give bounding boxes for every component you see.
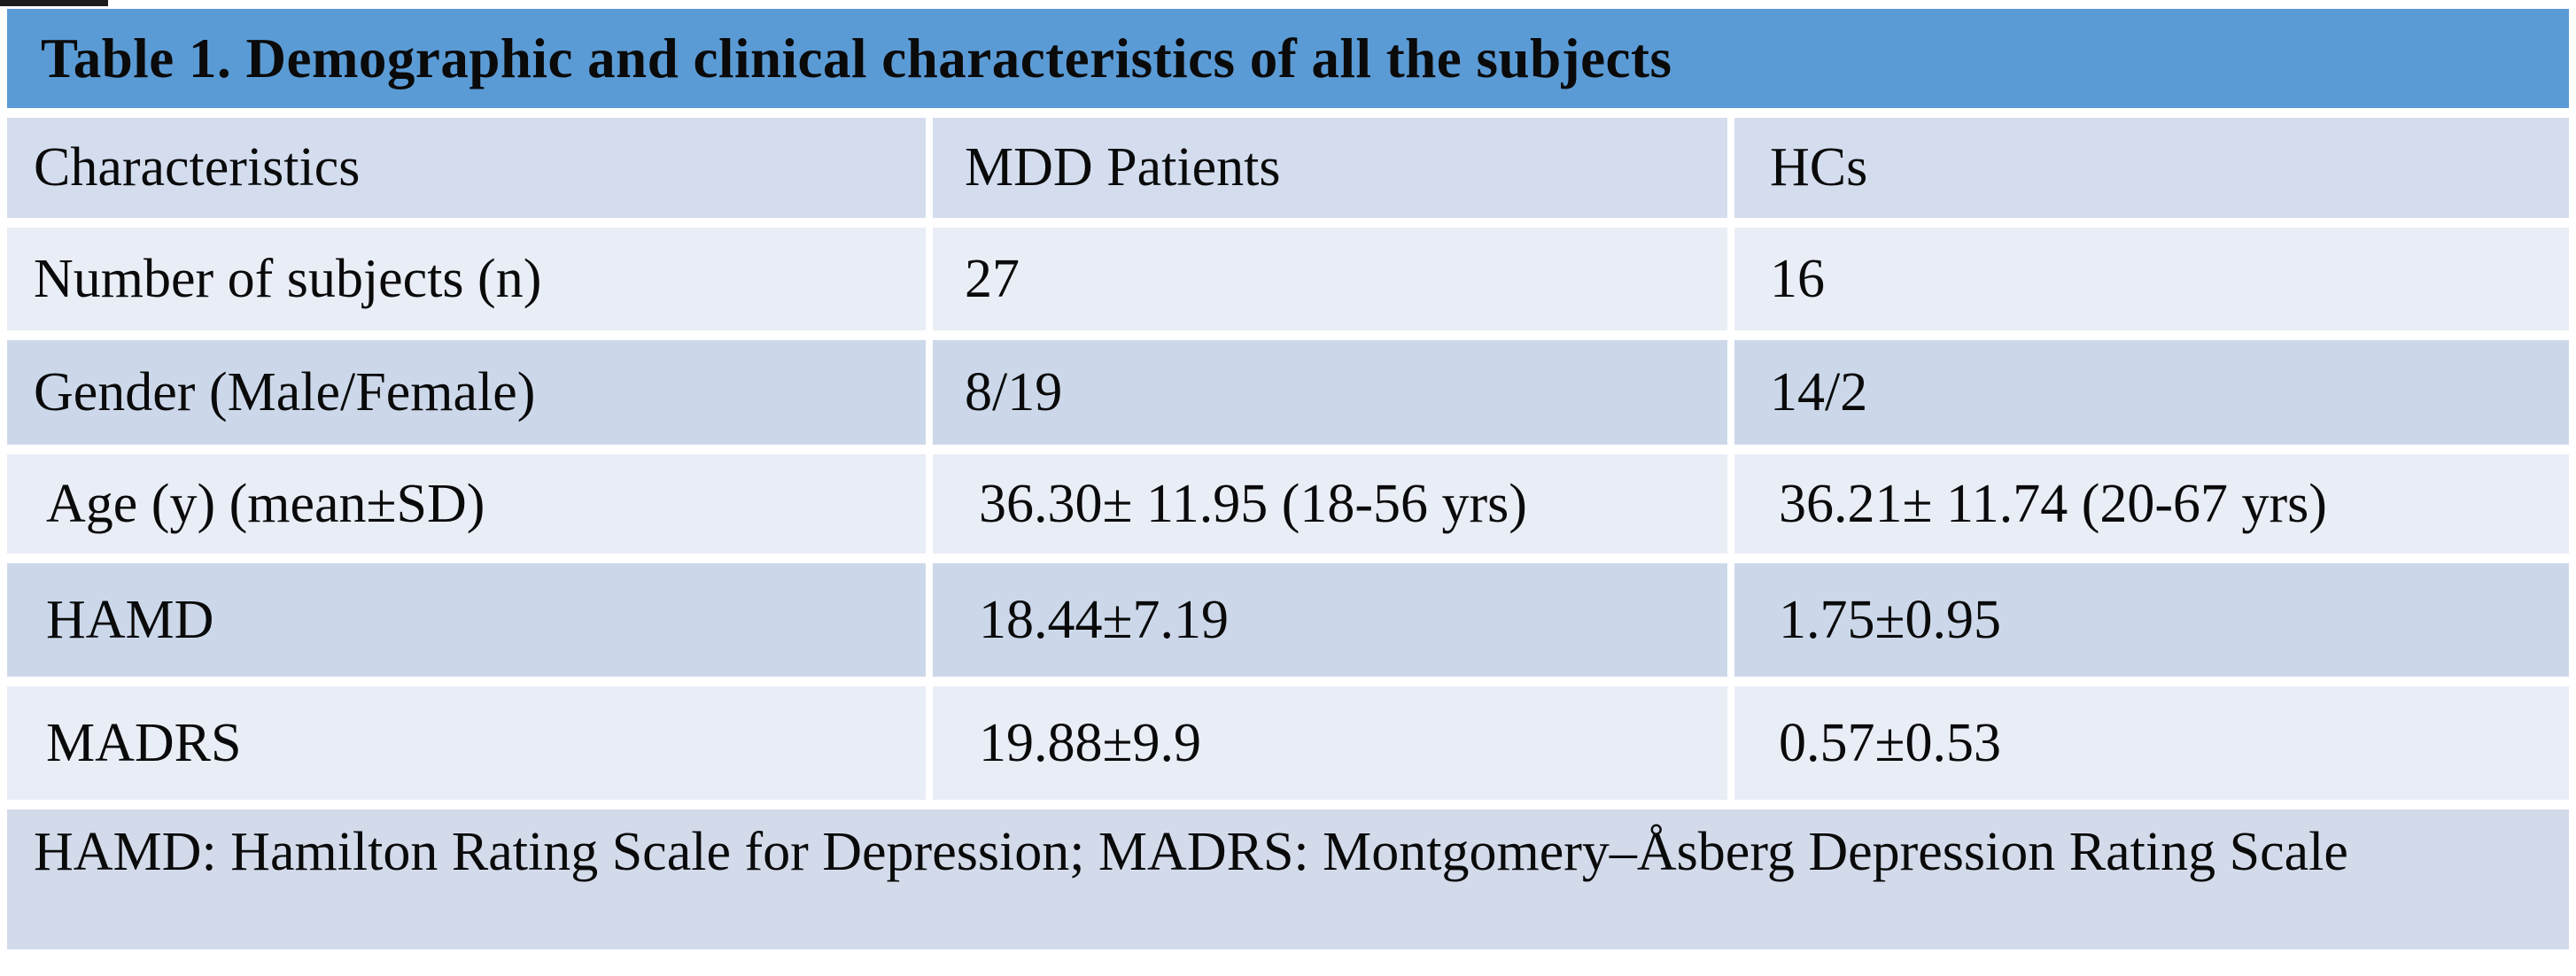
mdd-value-cell: 27: [933, 228, 1727, 330]
row-label-cell: Age (y) (mean±SD): [7, 454, 926, 554]
mdd-value-cell: 36.30± 11.95 (18-56 yrs): [933, 454, 1727, 554]
table-title-bar: Table 1. Demographic and clinical charac…: [7, 9, 2569, 108]
table-footnote: HAMD: Hamilton Rating Scale for Depressi…: [7, 809, 2569, 949]
header-row: Characteristics MDD Patients HCs: [7, 118, 2569, 218]
hc-value-cell: 36.21± 11.74 (20-67 yrs): [1734, 454, 2569, 554]
header-cell-hcs: HCs: [1734, 118, 2569, 218]
hc-value-cell: 14/2: [1734, 340, 2569, 445]
mdd-value-cell: 18.44±7.19: [933, 563, 1727, 677]
row-label-cell: Number of subjects (n): [7, 228, 926, 330]
table-row-madrs: MADRS 19.88±9.9 0.57±0.53: [7, 686, 2569, 800]
table-row-gender: Gender (Male/Female) 8/19 14/2: [7, 340, 2569, 445]
table-row-number-of-subjects: Number of subjects (n) 27 16: [7, 228, 2569, 330]
row-label-cell: HAMD: [7, 563, 926, 677]
hc-value-cell: 16: [1734, 228, 2569, 330]
header-cell-characteristics: Characteristics: [7, 118, 926, 218]
hc-value-cell: 0.57±0.53: [1734, 686, 2569, 800]
scan-edge-artifact: [0, 0, 108, 6]
hc-value-cell: 1.75±0.95: [1734, 563, 2569, 677]
table-row-age: Age (y) (mean±SD) 36.30± 11.95 (18-56 yr…: [7, 454, 2569, 554]
row-label-cell: Gender (Male/Female): [7, 340, 926, 445]
header-cell-mdd-patients: MDD Patients: [933, 118, 1727, 218]
table-row-hamd: HAMD 18.44±7.19 1.75±0.95: [7, 563, 2569, 677]
table-title: Table 1. Demographic and clinical charac…: [41, 27, 1672, 89]
mdd-value-cell: 19.88±9.9: [933, 686, 1727, 800]
row-label-cell: MADRS: [7, 686, 926, 800]
mdd-value-cell: 8/19: [933, 340, 1727, 445]
demographics-table: Table 1. Demographic and clinical charac…: [7, 9, 2569, 949]
